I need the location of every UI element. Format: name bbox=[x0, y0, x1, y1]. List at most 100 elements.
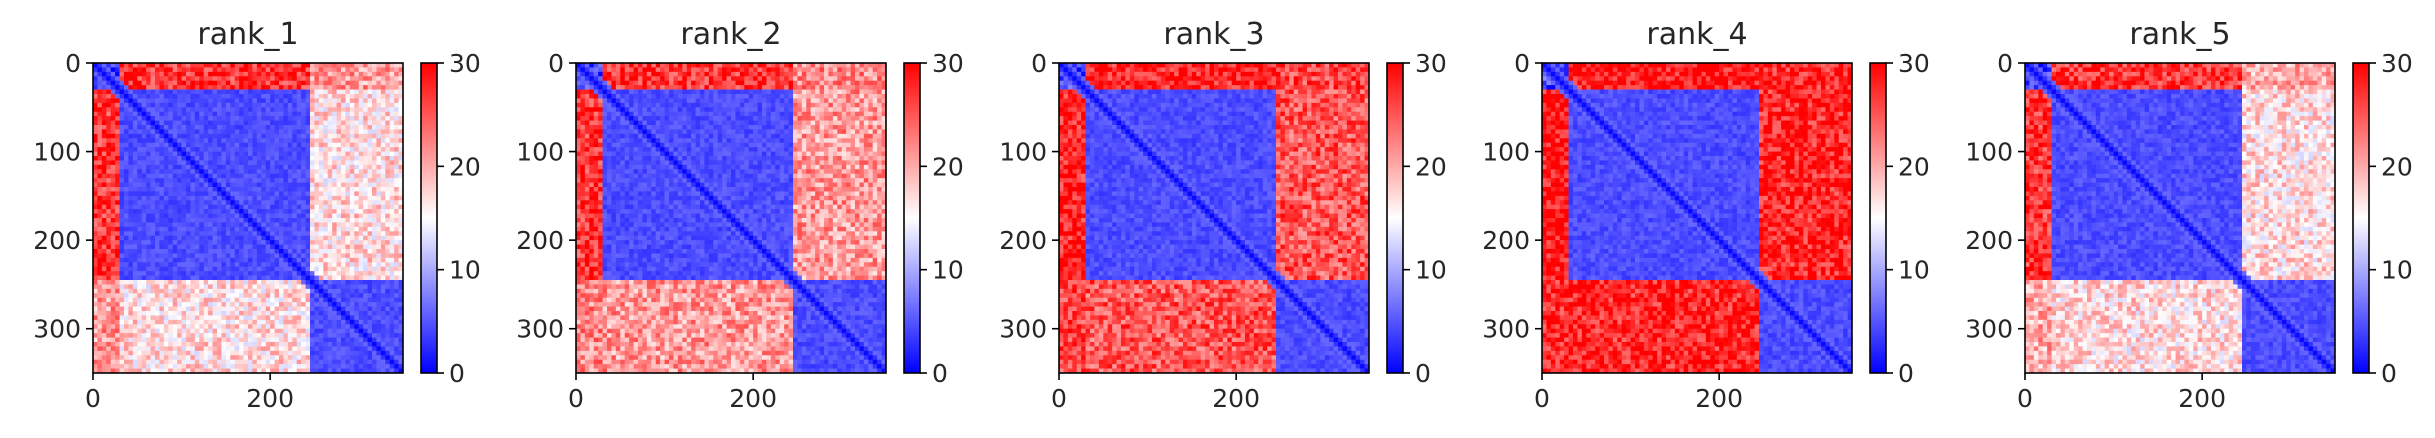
heatmap-cell bbox=[385, 90, 390, 95]
heatmap-cell bbox=[168, 81, 173, 86]
heatmap-cell bbox=[177, 112, 182, 117]
heatmap-cell bbox=[319, 121, 324, 126]
heatmap-cell bbox=[164, 138, 169, 143]
heatmap-cell bbox=[235, 67, 240, 72]
heatmap-cell bbox=[244, 81, 249, 86]
heatmap-cell bbox=[151, 134, 156, 139]
heatmap-cell bbox=[297, 85, 302, 90]
heatmap-cell bbox=[177, 81, 182, 86]
heatmap-cell bbox=[363, 129, 368, 134]
heatmap-cell bbox=[394, 112, 399, 117]
heatmap-cell bbox=[102, 90, 107, 95]
heatmap-cell bbox=[186, 90, 191, 95]
heatmap-cell bbox=[186, 156, 191, 161]
heatmap-cell bbox=[102, 121, 107, 126]
heatmap-cell bbox=[111, 152, 116, 157]
heatmap-cell bbox=[376, 107, 381, 112]
heatmap-cell bbox=[328, 112, 333, 117]
heatmap-cell bbox=[142, 81, 147, 86]
heatmap-cell bbox=[102, 67, 107, 72]
heatmap-cell bbox=[275, 125, 280, 130]
heatmap-cell bbox=[270, 134, 275, 139]
heatmap-cell bbox=[257, 81, 262, 86]
heatmap-cell bbox=[239, 129, 244, 134]
heatmap-cell bbox=[106, 116, 111, 121]
heatmap-cell bbox=[230, 103, 235, 108]
heatmap-cell bbox=[279, 143, 284, 148]
heatmap-cell bbox=[354, 121, 359, 126]
heatmap-cell bbox=[385, 116, 390, 121]
heatmap-cell bbox=[97, 147, 102, 152]
heatmap-cell bbox=[248, 156, 253, 161]
heatmap-cell bbox=[208, 90, 213, 95]
heatmap-cell bbox=[182, 72, 187, 77]
heatmap-cell bbox=[120, 112, 125, 117]
heatmap-cell bbox=[217, 125, 222, 130]
heatmap-cell bbox=[226, 90, 231, 95]
heatmap-cell bbox=[252, 152, 257, 157]
heatmap-cell bbox=[164, 94, 169, 99]
heatmap-cell bbox=[204, 85, 209, 90]
heatmap-cell bbox=[341, 98, 346, 103]
heatmap-cell bbox=[292, 138, 297, 143]
heatmap-cell bbox=[226, 81, 231, 86]
heatmap-cell bbox=[323, 138, 328, 143]
heatmap-cell bbox=[186, 85, 191, 90]
heatmap-cell bbox=[226, 143, 231, 148]
heatmap-cell bbox=[292, 116, 297, 121]
heatmap-cell bbox=[221, 103, 226, 108]
heatmap-cell bbox=[270, 103, 275, 108]
heatmap-cell bbox=[345, 129, 350, 134]
heatmap-cell bbox=[102, 112, 107, 117]
heatmap-cell bbox=[168, 116, 173, 121]
heatmap-cell bbox=[341, 147, 346, 152]
heatmap-cell bbox=[208, 129, 213, 134]
heatmap-cell bbox=[239, 143, 244, 148]
heatmap-cell bbox=[102, 152, 107, 157]
heatmap-cell bbox=[239, 152, 244, 157]
heatmap-cell bbox=[390, 129, 395, 134]
heatmap-cell bbox=[323, 143, 328, 148]
heatmap-cell bbox=[97, 112, 102, 117]
heatmap-cell bbox=[248, 81, 253, 86]
heatmap-cell bbox=[372, 72, 377, 77]
heatmap-cell bbox=[275, 94, 280, 99]
heatmap-cell bbox=[115, 103, 120, 108]
heatmap-cell bbox=[115, 125, 120, 130]
heatmap-cell bbox=[275, 121, 280, 126]
heatmap-cell bbox=[97, 152, 102, 157]
heatmap-cell bbox=[319, 94, 324, 99]
heatmap-cell bbox=[177, 94, 182, 99]
heatmap-cell bbox=[142, 103, 147, 108]
heatmap-cell bbox=[115, 160, 120, 165]
heatmap-cell bbox=[133, 134, 138, 139]
heatmap-cell bbox=[159, 134, 164, 139]
heatmap-cell bbox=[239, 76, 244, 81]
heatmap-cell bbox=[155, 112, 160, 117]
heatmap-cell bbox=[332, 112, 337, 117]
heatmap-cell bbox=[279, 121, 284, 126]
heatmap-cell bbox=[337, 143, 342, 148]
heatmap-cell bbox=[306, 138, 311, 143]
heatmap-cell bbox=[288, 116, 293, 121]
heatmap-cell bbox=[137, 98, 142, 103]
heatmap-cell bbox=[328, 147, 333, 152]
heatmap-cell bbox=[213, 67, 218, 72]
heatmap-cell bbox=[204, 147, 209, 152]
heatmap-cell bbox=[270, 81, 275, 86]
heatmap-cell bbox=[252, 112, 257, 117]
heatmap-cell bbox=[394, 103, 399, 108]
heatmap-cell bbox=[390, 134, 395, 139]
heatmap-cell bbox=[244, 121, 249, 126]
heatmap-cell bbox=[195, 152, 200, 157]
heatmap-cell bbox=[385, 98, 390, 103]
heatmap-cell bbox=[314, 143, 319, 148]
heatmap-cell bbox=[345, 90, 350, 95]
heatmap-cell bbox=[257, 103, 262, 108]
heatmap-cell bbox=[204, 121, 209, 126]
heatmap-cell bbox=[102, 98, 107, 103]
heatmap-cell bbox=[301, 94, 306, 99]
heatmap-cell bbox=[372, 152, 377, 157]
heatmap-cell bbox=[182, 152, 187, 157]
heatmap-cell bbox=[199, 112, 204, 117]
